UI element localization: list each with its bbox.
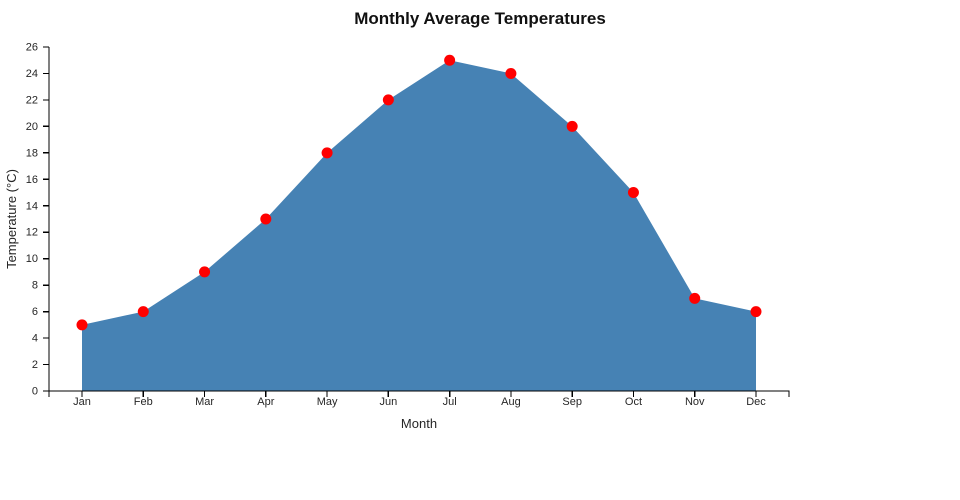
y-tick-label: 18	[26, 147, 38, 159]
x-tick-label: May	[317, 396, 338, 408]
y-tick-label: 6	[32, 306, 38, 318]
y-tick-label: 0	[32, 386, 38, 398]
data-point-sep	[566, 120, 578, 132]
data-point-aug	[505, 67, 517, 79]
y-tick-label: 12	[26, 227, 38, 239]
data-point-feb	[137, 306, 149, 318]
x-tick-label: Apr	[257, 396, 274, 408]
y-axis-title: Temperature (°C)	[4, 169, 19, 269]
x-tick-label: Jul	[443, 396, 457, 408]
y-tick-label: 24	[26, 68, 38, 80]
y-tick-label: 4	[32, 333, 38, 345]
x-axis-line	[48, 390, 790, 397]
x-tick-label: Mar	[195, 396, 214, 408]
y-tick-label: 16	[26, 174, 38, 186]
data-point-jun	[382, 94, 394, 106]
data-point-mar	[199, 266, 211, 278]
data-point-nov	[689, 292, 701, 304]
x-tick-label: Nov	[685, 396, 705, 408]
y-tick-label: 14	[26, 200, 38, 212]
y-tick-label: 26	[26, 42, 38, 54]
x-tick-label: Jun	[379, 396, 397, 408]
data-point-jan	[76, 319, 88, 331]
x-tick-label: Dec	[746, 396, 766, 408]
area-layer	[82, 60, 756, 391]
x-tick-label: Jan	[73, 396, 91, 408]
y-tick-label: 22	[26, 94, 38, 106]
x-tick-label: Aug	[501, 396, 521, 408]
y-tick-label: 20	[26, 121, 38, 133]
chart-title: Monthly Average Temperatures	[354, 9, 606, 28]
data-point-dec	[750, 306, 762, 318]
x-tick-label: Feb	[134, 396, 153, 408]
area-fill	[82, 60, 756, 391]
x-tick-label: Sep	[562, 396, 582, 408]
data-point-oct	[627, 187, 639, 199]
data-point-may	[321, 147, 333, 159]
y-tick-label: 8	[32, 280, 38, 292]
x-tick-label: Oct	[625, 396, 642, 408]
data-point-apr	[260, 213, 272, 225]
points-layer	[76, 54, 762, 331]
y-tick-label: 10	[26, 253, 38, 265]
y-tick-label: 2	[32, 359, 38, 371]
data-point-jul	[444, 54, 456, 66]
x-axis-title: Month	[401, 416, 437, 431]
